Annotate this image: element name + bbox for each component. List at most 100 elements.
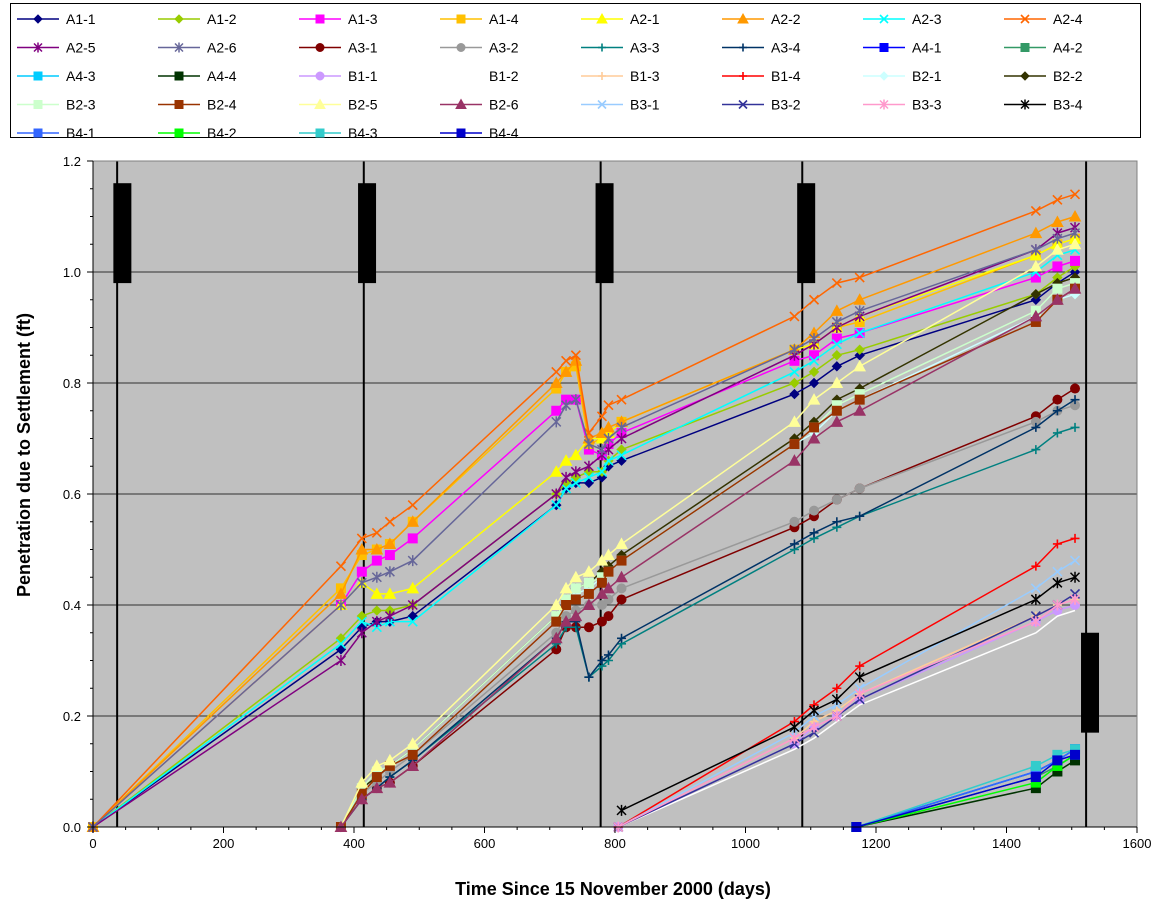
series-a3-4-point-8 <box>584 672 594 682</box>
series-a2-4-point-7 <box>560 355 572 366</box>
series-a4-4-line <box>856 759 1076 828</box>
series-a2-6-point-16 <box>854 305 865 317</box>
legend-b1-3-label: B1-3 <box>630 68 660 84</box>
series-a1-1-point-13 <box>789 388 800 400</box>
legend-b3-2-marker <box>738 99 748 110</box>
series-a3-4-point-10 <box>603 650 613 660</box>
legend-a1-2-label: A1-2 <box>207 11 237 27</box>
series-b3-1-point-5 <box>1030 583 1041 594</box>
series-a1-3-point-6 <box>551 405 562 416</box>
series-b2-5-point-16 <box>1029 259 1043 272</box>
series-a2-3-point-15 <box>831 339 842 350</box>
series-a1-3-point-3 <box>371 555 382 566</box>
series-a2-2-point-7 <box>559 365 573 377</box>
series-a2-4-point-11 <box>603 400 614 411</box>
series-a3-2-point-14 <box>831 494 842 505</box>
series-a2-6-point-2 <box>356 577 367 589</box>
series-a3-3-point-16 <box>1031 445 1041 455</box>
series-a3-4-point-11 <box>617 633 627 643</box>
series-a2-2-point-15 <box>830 304 844 316</box>
legend-a1-1-label: A1-1 <box>66 11 96 27</box>
legend-a4-3-marker <box>33 71 43 81</box>
series-b2-6-point-6 <box>559 615 573 627</box>
series-b2-4-point-12 <box>789 439 800 450</box>
series-a2-2-point-11 <box>602 420 615 433</box>
series-b2-6-point-13 <box>807 431 821 444</box>
series-a2-4-point-8 <box>570 350 581 361</box>
series-b4-3-point-1 <box>1030 760 1041 771</box>
series-b2-4-point-15 <box>854 394 865 405</box>
y-tick-label-5: 1.0 <box>63 265 81 280</box>
series-a3-2-point-12 <box>789 516 800 527</box>
series-b3-4-point-3 <box>831 693 842 705</box>
legend-a2-3-marker <box>879 14 889 24</box>
series-b2-3-point-7 <box>570 583 581 594</box>
series-b2-4-point-8 <box>583 588 594 599</box>
series-b3-4-point-6 <box>1052 577 1063 589</box>
series-a2-1-point-8 <box>569 448 583 461</box>
series-a2-3-point-7 <box>560 483 572 494</box>
series-b2-5-point-11 <box>615 537 628 549</box>
series-a2-5-point-8 <box>570 466 581 478</box>
series-b2-5-point-4 <box>406 737 420 749</box>
series-b3-1-point-7 <box>1069 555 1081 566</box>
series-b3-4-point-7 <box>1069 571 1081 583</box>
series-b1-4-point-4 <box>855 661 865 671</box>
event-block-2 <box>595 183 614 284</box>
legend-a4-1-label: A4-1 <box>912 40 942 56</box>
series-a2-6-point-3 <box>371 571 382 583</box>
series-b2-5-point-17 <box>1051 243 1064 255</box>
series-a2-6-point-11 <box>603 433 614 444</box>
y-axis-title: Penetration due to Settlement (ft) <box>14 313 34 597</box>
y-tick-label-3: 0.6 <box>63 487 81 502</box>
series-a2-3-point-10 <box>596 466 608 477</box>
x-tick-label-7: 1400 <box>992 836 1021 851</box>
series-a2-5-point-4 <box>384 610 395 622</box>
series-a2-3-point-13 <box>789 366 800 377</box>
series-a3-4-point-16 <box>1031 422 1041 432</box>
axes: 0 200 400 600 800 1000 1200 1400 1600 0.0 0.2 0.4 0.… <box>63 154 1152 851</box>
series-a3-4-point-17 <box>1052 406 1062 416</box>
series-b2-3-point-8 <box>583 577 594 588</box>
x-tick-label-6: 1200 <box>862 836 891 851</box>
legend-b4-1-marker <box>33 128 43 138</box>
series-b2-6-point-14 <box>830 415 844 427</box>
series-a2-6-point-14 <box>808 333 820 345</box>
series-b1-4-line <box>617 537 1076 828</box>
x-tick-label-4: 800 <box>604 836 626 851</box>
series-a2-1-point-4 <box>383 587 397 599</box>
series-a2-3-point-9 <box>583 472 594 483</box>
series-a1-1-point-14 <box>808 377 820 389</box>
series-a2-5-point-2 <box>356 627 367 639</box>
series-b2-6-point-4 <box>406 759 420 771</box>
series-a2-3-point-2 <box>356 616 367 627</box>
series-a2-6-point-4 <box>384 566 395 578</box>
series-b2-6-point-12 <box>788 454 801 466</box>
series-b2-4-point-4 <box>407 749 418 760</box>
y-tick-label-0: 0.0 <box>63 820 81 835</box>
series-b3-3-point-2 <box>808 721 820 733</box>
legend-a2-4-label: A2-4 <box>1053 11 1083 27</box>
series-a2-1-point-7 <box>559 454 573 466</box>
series-b2-6-point-8 <box>582 598 596 610</box>
series-b2-5-point-9 <box>595 554 609 566</box>
series-b2-5-point-8 <box>582 565 596 577</box>
series-b3-3-point-3 <box>831 710 842 722</box>
series-a2-3-point-8 <box>570 477 581 488</box>
legend-a4-2-marker <box>1020 43 1030 52</box>
series-a2-5-point-5 <box>407 599 418 611</box>
series-b2-6-point-9 <box>595 587 609 599</box>
series-a2-6-point-1 <box>335 599 346 611</box>
series-a2-4-point-14 <box>808 294 820 305</box>
series-a2-5-point-12 <box>616 433 627 444</box>
legend-b3-4-label: B3-4 <box>1053 97 1083 113</box>
series-b2-5-point-1 <box>355 776 369 788</box>
series-b3-4-point-5 <box>1030 593 1041 605</box>
series-a3-4-point-13 <box>809 528 819 538</box>
series-a2-4-point-1 <box>335 561 347 572</box>
series-a2-3-point-12 <box>616 450 627 461</box>
legend-a2-3-label: A2-3 <box>912 11 942 27</box>
series-a2-6-point-15 <box>831 316 842 328</box>
series-a3-4-point-12 <box>789 539 799 549</box>
